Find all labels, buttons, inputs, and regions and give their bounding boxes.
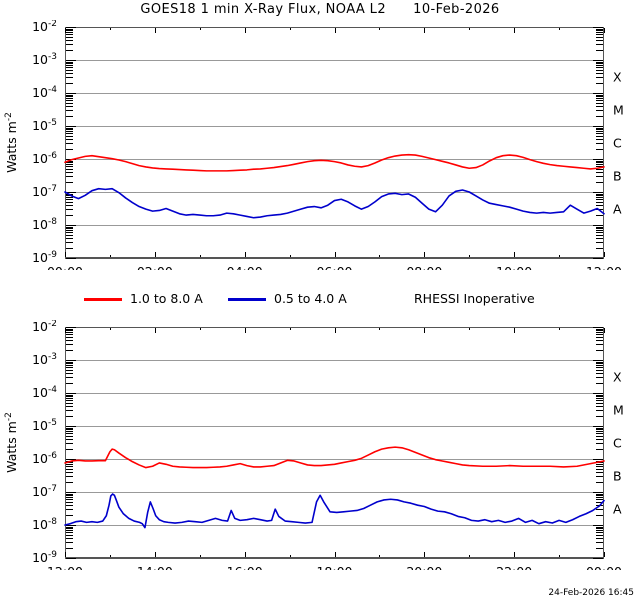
y-tick-label: 10-8: [32, 517, 57, 532]
series-line-blue: [64, 493, 605, 529]
x-tick-label: 04:00: [227, 264, 263, 270]
y-tick-label: 10-5: [32, 118, 57, 133]
legend-label-red: 1.0 to 8.0 A: [130, 291, 203, 306]
x-tick-label: 14:00: [137, 564, 173, 570]
y-tick-label: 10-6: [32, 451, 57, 466]
legend-swatch-blue: [228, 298, 266, 301]
plot-frame: [65, 327, 604, 558]
x-tick-labels: 00:00 02:00 04:00 06:00 08:00 10:00 12:00: [47, 264, 622, 270]
legend-swatch-red: [84, 298, 122, 301]
y-tick-label: 10-7: [32, 484, 57, 499]
y-tick-label: 10-4: [32, 385, 57, 400]
flare-class-B: B: [613, 169, 622, 184]
flare-class-B: B: [613, 469, 622, 484]
y-tick-label: 10-7: [32, 184, 57, 199]
y-tick-label: 10-6: [32, 151, 57, 166]
x-tick-label: 12:00: [586, 264, 622, 270]
chart-legend: 1.0 to 8.0 A 0.5 to 4.0 A RHESSI Inopera…: [0, 288, 640, 310]
x-tick-label: 22:00: [496, 564, 532, 570]
flare-class-C: C: [613, 436, 622, 451]
minor-ticks: [66, 327, 603, 559]
y-tick-label: 10-4: [32, 85, 57, 100]
panel-top-svg: 10-2 10-3 10-4 10-5 10-6 10-7 10-8 10-9 X M C B A 00:…: [4, 20, 624, 270]
x-tick-label: 08:00: [406, 264, 442, 270]
x-tick-labels: 12:00 14:00 16:00 18:00 20:00 22:00 00:00: [47, 564, 622, 570]
x-tick-label: 16:00: [227, 564, 263, 570]
flare-class-A: A: [613, 502, 622, 517]
x-tick-label: 12:00: [47, 564, 83, 570]
page-title: GOES18 1 min X-Ray Flux, NOAA L2 10-Feb-…: [140, 2, 500, 17]
flare-class-X: X: [613, 70, 622, 85]
y-tick-label: 10-9: [32, 250, 57, 265]
flare-class-labels: X M C B A: [613, 370, 624, 517]
plot-frame: [65, 27, 604, 258]
x-tick-label: 20:00: [406, 564, 442, 570]
series-line-red: [64, 153, 605, 172]
y-tick-label: 10-3: [32, 52, 57, 67]
x-tick-label: 02:00: [137, 264, 173, 270]
x-tick-label: 06:00: [316, 264, 352, 270]
y-axis-title: Watts m-2: [4, 112, 19, 173]
x-ticks: [65, 28, 605, 257]
legend-label-blue: 0.5 to 4.0 A: [274, 291, 347, 306]
y-tick-labels: 10-2 10-3 10-4 10-5 10-6 10-7 10-8 10-9: [32, 20, 57, 265]
flare-class-C: C: [613, 136, 622, 151]
flare-class-X: X: [613, 370, 622, 385]
legend-note-rhessi: RHESSI Inoperative: [414, 291, 535, 306]
y-tick-label: 10-5: [32, 418, 57, 433]
x-tick-label: 00:00: [47, 264, 83, 270]
x-tick-label: 00:00: [586, 564, 622, 570]
chart-panel-top: 10-2 10-3 10-4 10-5 10-6 10-7 10-8 10-9 X M C B A 00:…: [0, 20, 640, 270]
gridlines: [65, 27, 604, 259]
y-tick-label: 10-3: [32, 352, 57, 367]
generated-timestamp: 24-Feb-2026 16:45: [548, 588, 634, 598]
y-tick-label: 10-2: [32, 320, 57, 334]
y-tick-label: 10-2: [32, 20, 57, 34]
y-tick-label: 10-8: [32, 217, 57, 232]
flare-class-M: M: [613, 103, 624, 118]
flare-class-A: A: [613, 202, 622, 217]
y-tick-label: 10-9: [32, 550, 57, 565]
flare-class-labels: X M C B A: [613, 70, 624, 217]
y-tick-labels: 10-2 10-3 10-4 10-5 10-6 10-7 10-8 10-9: [32, 320, 57, 565]
y-axis-title: Watts m-2: [4, 412, 19, 473]
flare-class-M: M: [613, 403, 624, 418]
series-line-red: [64, 446, 605, 469]
chart-panel-bottom: 10-2 10-3 10-4 10-5 10-6 10-7 10-8 10-9 X M C B A 12:…: [0, 320, 640, 570]
panel-bottom-svg: 10-2 10-3 10-4 10-5 10-6 10-7 10-8 10-9 X M C B A 12:…: [4, 320, 624, 570]
minor-ticks: [66, 27, 603, 259]
series-line-blue: [64, 187, 605, 219]
x-ticks: [65, 328, 605, 557]
x-tick-label: 18:00: [316, 564, 352, 570]
x-tick-label: 10:00: [496, 264, 532, 270]
